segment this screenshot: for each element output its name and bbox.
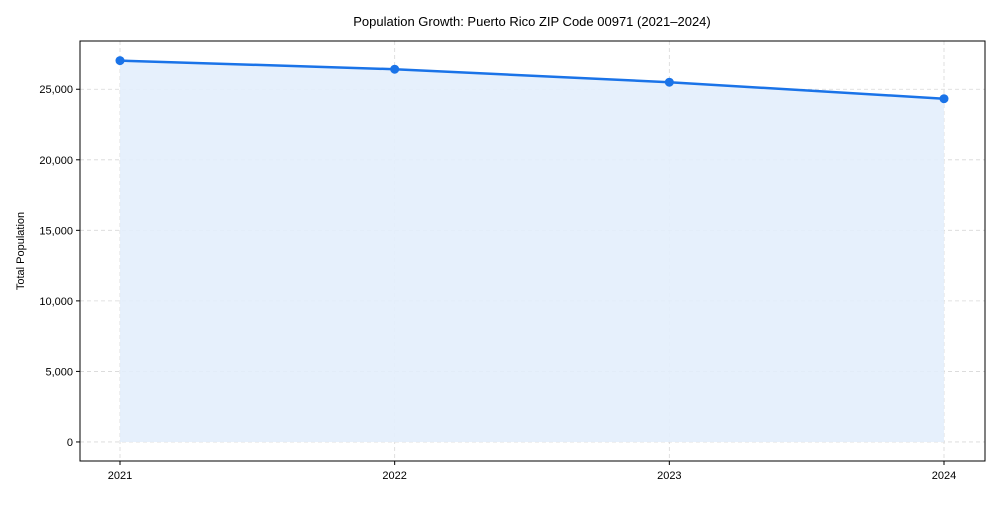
x-tick-label: 2021 [108,470,132,482]
marks-layer [115,56,949,104]
series-line [119,59,945,100]
x-tick-label: 2022 [382,470,406,482]
series-area-fill [120,60,944,442]
plot-frame [79,40,986,462]
ticks: 0 5,000 10,000 15,000 20,000 25,000 2021 2022 20… [39,84,956,482]
x-tick-label: 2023 [657,470,681,482]
y-tick-label: 20,000 [39,155,73,167]
y-tick-label: 10,000 [39,296,73,308]
y-tick-label: 15,000 [39,225,73,237]
y-tick-label: 25,000 [39,84,73,96]
y-tick-label: 5,000 [45,366,73,378]
data-point [939,94,949,104]
data-point [390,64,400,74]
area-layer [120,60,944,442]
y-tick-label: 0 [67,437,73,449]
data-point [664,77,674,87]
x-tick-label: 2024 [932,470,956,482]
data-point [115,56,125,66]
y-axis-label: Total Population [15,212,27,290]
chart-title: Population Growth: Puerto Rico ZIP Code … [353,14,711,29]
